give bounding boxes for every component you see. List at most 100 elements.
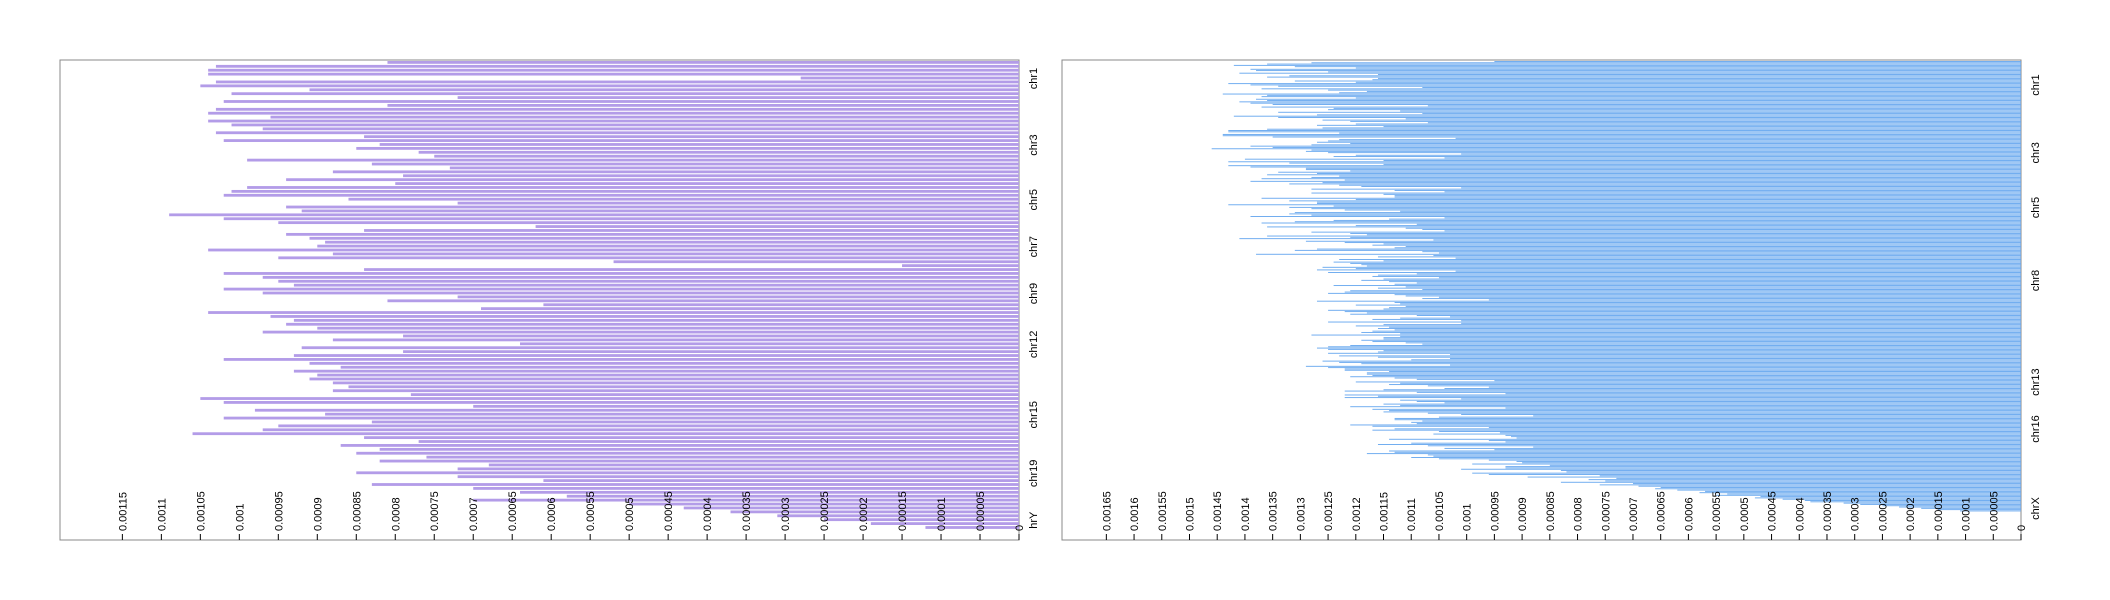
bar bbox=[262, 428, 1020, 432]
bar bbox=[1505, 441, 2021, 443]
bar bbox=[1377, 256, 2021, 258]
bar bbox=[1350, 406, 2021, 408]
bar bbox=[1328, 272, 2021, 273]
bar bbox=[1328, 140, 2021, 142]
bar bbox=[1339, 361, 2021, 363]
bar bbox=[364, 229, 1019, 232]
bar bbox=[1322, 127, 2021, 129]
x-tick-label: 0.0002 bbox=[858, 497, 870, 531]
x-tick-label: 0.001 bbox=[234, 503, 246, 531]
bar bbox=[434, 154, 1019, 158]
bar bbox=[1372, 275, 2021, 277]
bar bbox=[1256, 98, 2021, 100]
bar bbox=[1222, 93, 2021, 95]
bar bbox=[1278, 117, 2021, 118]
bar bbox=[1344, 390, 2021, 392]
bar bbox=[1350, 120, 2021, 122]
bar bbox=[1566, 471, 2021, 473]
bar bbox=[1305, 167, 2021, 169]
bar bbox=[1250, 102, 2021, 104]
x-tick-label: 0 bbox=[2016, 525, 2028, 531]
panel-left: 0.00115 0.0011 0.00105 0.001 0.00095 0.0009 0.… bbox=[59, 59, 1040, 541]
bar bbox=[1316, 141, 2021, 143]
bar bbox=[1455, 270, 2021, 272]
bar bbox=[1411, 359, 2021, 361]
bar bbox=[340, 365, 1019, 369]
bar bbox=[1366, 234, 2021, 236]
bar bbox=[1400, 399, 2021, 401]
bar bbox=[730, 510, 1019, 514]
panel-right: 0.00165 0.0016 0.00155 0.0015 0.00145 0.0014 0… bbox=[1061, 59, 2042, 541]
bar bbox=[1488, 299, 2021, 301]
bar bbox=[223, 287, 1020, 291]
group-label: chr7 bbox=[1028, 236, 1040, 257]
x-tick-label: 0.00005 bbox=[1988, 491, 2000, 531]
bar bbox=[1311, 214, 2021, 216]
bar bbox=[1549, 464, 2021, 466]
bar bbox=[1394, 247, 2021, 249]
group-label: chr9 bbox=[1028, 283, 1040, 304]
bar bbox=[1344, 311, 2021, 313]
bar bbox=[1394, 196, 2021, 198]
bar bbox=[1316, 114, 2021, 116]
bar bbox=[1261, 197, 2021, 199]
bar bbox=[1860, 503, 2021, 505]
bar bbox=[1450, 354, 2021, 356]
bar bbox=[1355, 325, 2021, 327]
bar bbox=[1705, 490, 2021, 492]
x-tick-label: 0.00045 bbox=[663, 491, 675, 531]
x-tick-label: 0.00005 bbox=[975, 491, 987, 531]
bar bbox=[1355, 199, 2021, 201]
bar bbox=[1233, 115, 2021, 117]
bar bbox=[1394, 283, 2021, 285]
bar bbox=[1305, 150, 2021, 152]
bar bbox=[1511, 436, 2021, 438]
bar bbox=[1311, 334, 2021, 336]
bar bbox=[1438, 458, 2021, 460]
bar bbox=[309, 361, 1019, 365]
bar bbox=[1333, 107, 2021, 109]
bar bbox=[1422, 420, 2021, 422]
bar bbox=[356, 451, 1019, 455]
bar bbox=[278, 221, 1019, 225]
bar bbox=[1472, 472, 2021, 474]
bar bbox=[278, 279, 1019, 283]
bar bbox=[488, 463, 1019, 467]
bar bbox=[1305, 240, 2021, 242]
bar bbox=[1316, 203, 2021, 204]
bar bbox=[223, 193, 1020, 197]
bar bbox=[1228, 161, 2021, 163]
bar bbox=[1716, 494, 2021, 496]
bar bbox=[1433, 455, 2021, 457]
bar bbox=[1339, 175, 2021, 177]
bar bbox=[1361, 279, 2021, 281]
bar bbox=[1350, 313, 2021, 315]
x-tick-label: 0 bbox=[1014, 525, 1026, 531]
bar bbox=[1267, 63, 2021, 65]
bar bbox=[902, 264, 1019, 268]
bar bbox=[1472, 463, 2021, 465]
bar bbox=[418, 440, 1019, 443]
x-tick-label: 0.0003 bbox=[780, 497, 792, 531]
bar bbox=[332, 338, 1019, 342]
bar bbox=[1316, 124, 2021, 126]
bar bbox=[1366, 312, 2021, 314]
bar bbox=[332, 252, 1019, 256]
bar bbox=[1328, 352, 2021, 354]
bar bbox=[208, 311, 1019, 314]
bar bbox=[1727, 493, 2021, 495]
bar bbox=[1383, 411, 2021, 413]
x-tick-label: 0.0001 bbox=[936, 497, 948, 531]
bar bbox=[1355, 123, 2021, 125]
bar bbox=[1444, 157, 2021, 159]
x-axis-right: 0.00165 0.0016 0.00155 0.0015 0.00145 0.0014 0… bbox=[1101, 491, 2028, 540]
bar bbox=[1366, 453, 2021, 455]
bar bbox=[200, 84, 1020, 88]
bar bbox=[223, 401, 1020, 404]
bar bbox=[1350, 424, 2021, 426]
bar bbox=[1560, 481, 2021, 483]
bar bbox=[520, 490, 1019, 494]
bar bbox=[1488, 386, 2021, 388]
bar bbox=[1461, 153, 2021, 155]
bar bbox=[1383, 308, 2021, 310]
